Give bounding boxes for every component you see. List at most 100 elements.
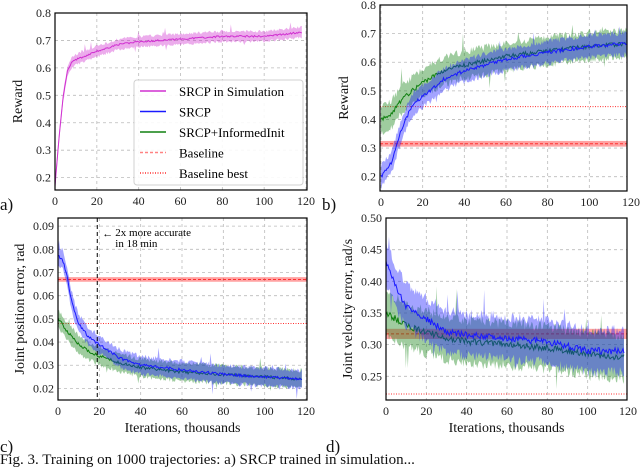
baseline-band [380,140,627,147]
panel-label: b) [322,195,336,214]
x-tick-label: 40 [461,404,473,418]
y-tick-label: 0.45 [361,243,382,257]
x-tick-label: 0 [52,194,58,208]
x-tick-label: 0 [383,404,389,418]
y-axis-label: Joint position error, rad [13,244,28,375]
x-tick-label: 100 [579,404,597,418]
x-tick-label: 60 [175,194,187,208]
x-tick-label: 80 [541,404,553,418]
x-axis-label: Iterations, thousands [125,421,241,436]
series-band-srcp-informedinit [386,286,624,390]
x-tick-label: 40 [133,194,145,208]
panel-label: d) [326,437,340,456]
x-tick-label: 60 [500,195,512,209]
annotation-text: 2x more accurate [115,227,191,239]
legend-entry: Baseline [179,146,224,161]
x-tick-label: 60 [501,404,513,418]
y-tick-label: 0.07 [33,265,54,279]
y-tick-label: 0.03 [33,358,54,372]
x-tick-label: 20 [417,195,429,209]
series-line-srcp [386,260,625,355]
y-tick-label: 0.7 [36,33,51,47]
y-tick-label: 0.7 [361,27,376,41]
x-tick-label: 80 [216,194,228,208]
plot-area [380,24,627,190]
x-axis-label: Iterations, thousands [449,421,565,436]
series-band-srcp [58,240,302,400]
series-band-srcp-informedinit [58,309,302,392]
y-axis-label: Reward [11,80,26,124]
series-line-srcp-informedinit [380,41,627,122]
plot-area [386,236,627,395]
chart-panel-d: 0 20 40 60 80 100 120 0.25 0.30 0.35 0.40 0.45 0.50 J… [326,211,637,456]
axes-frame [379,4,628,192]
x-tick-label: 80 [542,195,554,209]
chart-panel-c: 0 20 40 60 80 100 120 0.02 0.03 0.04 0.05 0.06 0.07 0… [0,217,315,456]
x-tick-label: 60 [176,404,188,418]
plot-area [55,22,303,190]
y-tick-label: 0.4 [36,116,51,130]
y-tick-label: 0.08 [33,242,54,256]
x-tick-label: 120 [297,404,315,418]
y-tick-label: 0.8 [361,0,376,12]
series-line-srcp-in-simulation [55,31,303,187]
x-tick-label: 120 [619,404,637,418]
x-tick-label: 20 [93,404,105,418]
annotation-arrow: ← [102,228,113,240]
series-band-srcp-informedinit [381,24,627,136]
y-axis-label: Reward [337,76,352,120]
y-tick-label: 0.09 [33,219,54,233]
y-tick-label: 0.8 [36,6,51,20]
y-tick-label: 0.3 [361,141,376,155]
chart-panel-b: 0 20 40 60 80 100 120 0.2 0.3 0.4 0.5 0.6 0.7 0.8 Rewa… [322,0,640,214]
y-tick-label: 0.04 [33,335,54,349]
series-line-srcp [58,254,302,381]
legend-entry: SRCP+InformedInit [179,125,285,140]
x-tick-label: 0 [378,195,384,209]
y-tick-label: 0.06 [33,289,54,303]
y-tick-label: 0.5 [361,84,376,98]
annotation-text: in 18 min [115,238,158,250]
y-tick-label: 0.25 [361,369,382,383]
axes-frame [54,12,308,191]
legend-entry: Baseline best [179,166,248,181]
y-tick-label: 0.50 [361,211,382,225]
plot-area [58,218,307,400]
figure-caption: Fig. 3. Training on 1000 trajectories: a… [0,452,415,468]
axes-frame [385,217,628,401]
x-tick-label: 100 [255,194,273,208]
y-tick-label: 0.6 [361,55,376,69]
y-tick-label: 0.40 [361,274,382,288]
x-tick-label: 0 [55,404,61,418]
y-tick-label: 0.35 [361,306,382,320]
x-tick-label: 20 [420,404,432,418]
panel-label: c) [0,437,13,456]
series-line-srcp-informedinit [58,317,303,381]
y-tick-label: 0.05 [33,312,54,326]
y-tick-label: 0.6 [36,61,51,75]
x-tick-label: 40 [458,195,470,209]
panel-label: a) [0,195,13,214]
x-tick-label: 100 [580,195,598,209]
y-axis-label: Joint velocity error, rad/s [341,239,356,379]
x-tick-label: 40 [135,404,147,418]
x-tick-label: 20 [91,194,103,208]
x-tick-label: 120 [622,195,640,209]
series-line-srcp-informedinit [386,311,625,361]
series-band-srcp [386,236,624,378]
y-tick-label: 0.2 [36,171,51,185]
y-tick-label: 0.3 [36,143,51,157]
x-tick-label: 80 [217,404,229,418]
legend-entry: SRCP [179,105,211,120]
axes-frame [57,217,308,401]
y-tick-label: 0.5 [36,88,51,102]
y-tick-label: 0.4 [361,112,376,126]
y-tick-label: 0.02 [33,381,54,395]
series-line-srcp [380,42,627,178]
legend-entry: SRCP in Simulation [179,84,284,99]
legend: SRCP in Simulation SRCP SRCP+InformedInit B… [133,79,304,186]
legend-box [133,79,304,186]
y-tick-label: 0.30 [361,338,382,352]
x-tick-label: 100 [256,404,274,418]
